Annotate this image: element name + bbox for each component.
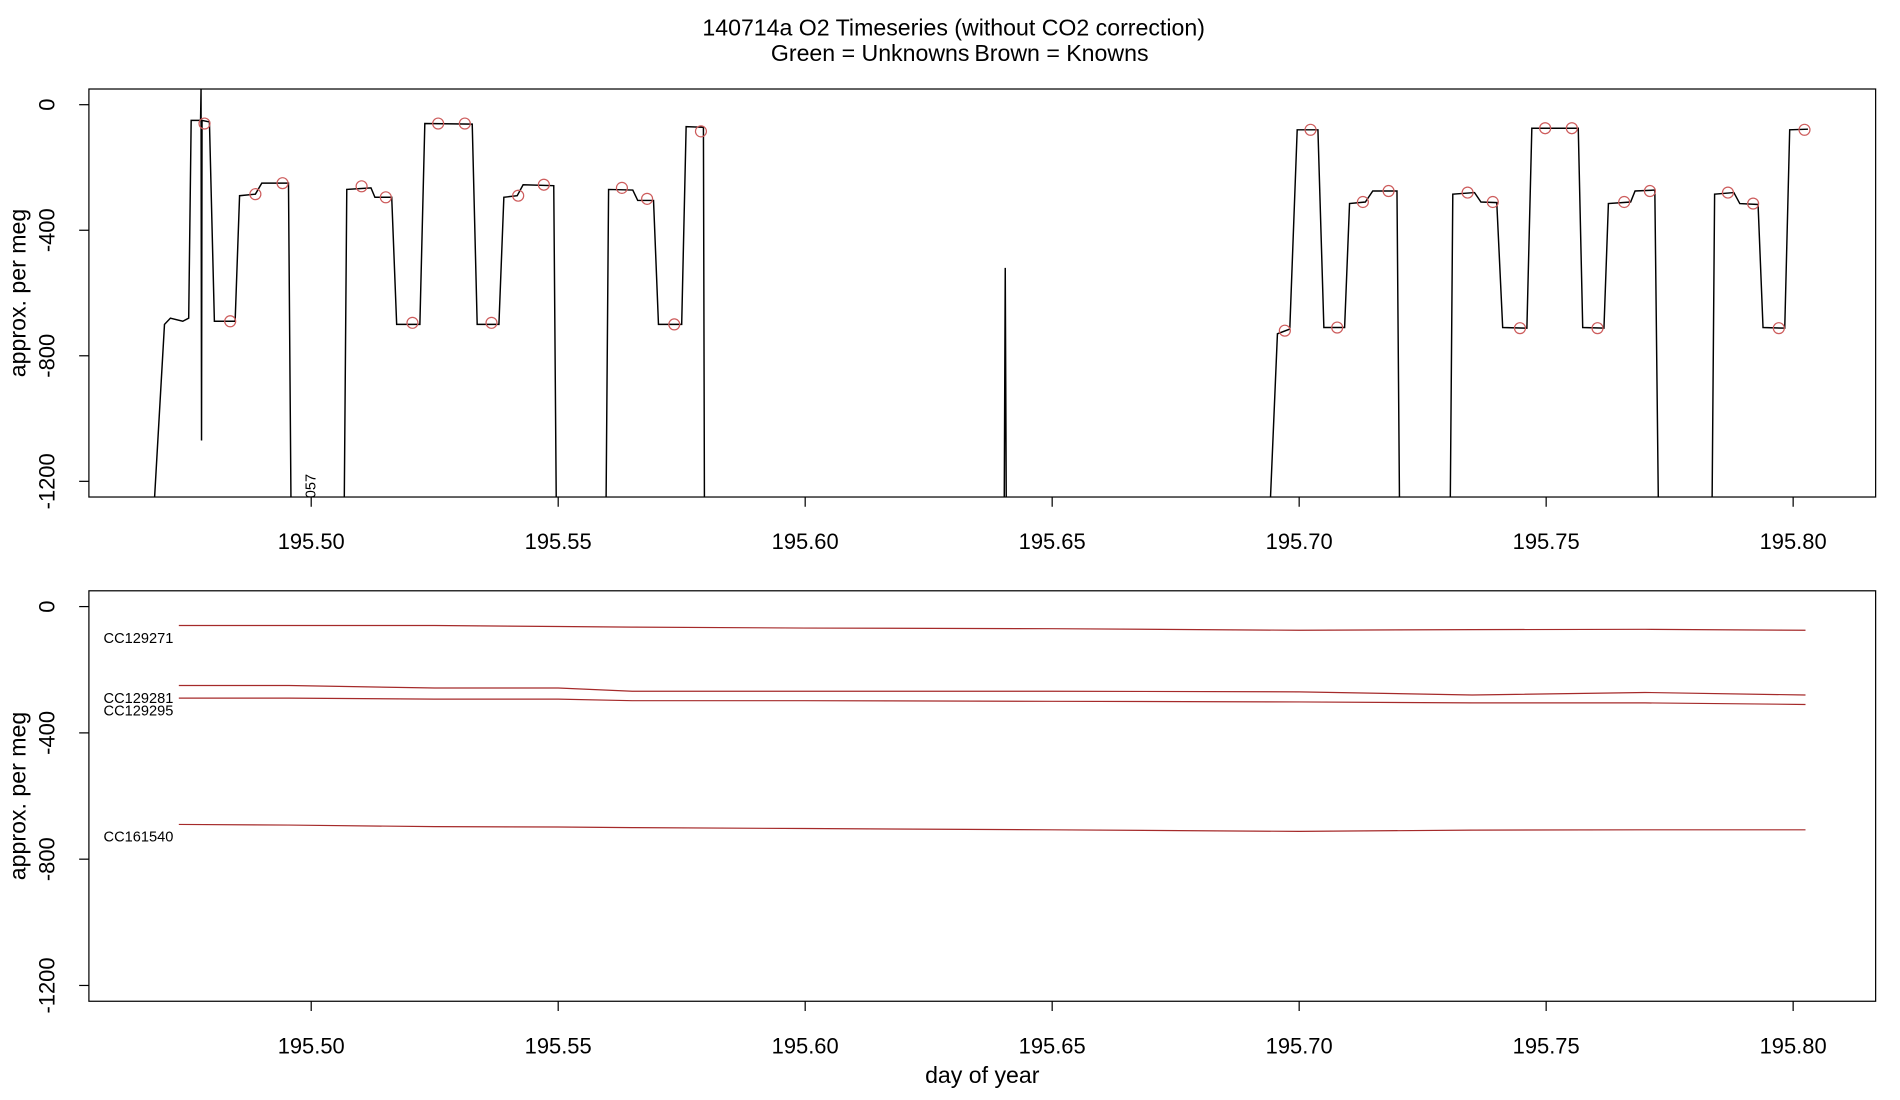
known-point (1304, 123, 1317, 136)
x-tick-label: 195.50 (278, 529, 345, 554)
series-line (178, 823, 1806, 832)
known-point (1591, 322, 1604, 335)
known-point (432, 117, 445, 130)
y-axis-label: approx. per meg (5, 712, 31, 880)
known-point (1356, 195, 1369, 209)
known-point (537, 178, 550, 191)
plot-area (178, 624, 1806, 832)
y-tick-label: 0 (35, 600, 60, 612)
known-point (198, 117, 211, 130)
known-point (1461, 186, 1474, 199)
x-tick-label: 195.70 (1266, 1033, 1333, 1058)
known-point (1643, 184, 1656, 198)
x-tick-label: 195.65 (1019, 529, 1086, 554)
known-point (1798, 123, 1811, 136)
y-tick-label: -400 (35, 208, 60, 252)
known-point (615, 181, 629, 194)
plot-box (88, 590, 1877, 1002)
known-point (1618, 195, 1631, 209)
x-tick-label: 195.50 (278, 1033, 345, 1058)
known-point (668, 318, 681, 331)
y-tick-label: -400 (35, 711, 60, 755)
y-tick-label: 0 (35, 99, 60, 111)
annotation: 057 (304, 474, 320, 498)
known-point (1382, 184, 1395, 198)
known-point (276, 177, 289, 190)
x-tick-label: 195.75 (1513, 529, 1580, 554)
x-axis-label: day of year (925, 1062, 1040, 1088)
plot-area: 057 (153, 89, 1811, 498)
known-point (1747, 197, 1760, 210)
subtitle-knowns: Brown = Knowns (974, 40, 1148, 66)
known-point (1278, 324, 1291, 337)
known-point (512, 189, 525, 202)
x-tick-label: 195.60 (772, 529, 839, 554)
x-tick-label: 195.55 (525, 1033, 592, 1058)
x-tick-label: 195.60 (772, 1033, 839, 1058)
known-point (1331, 321, 1344, 334)
known-point (379, 191, 392, 204)
y-tick-label: -1200 (35, 957, 60, 1013)
known-point (1721, 186, 1735, 199)
series-label: CC129281 (104, 691, 174, 707)
known-point (694, 125, 708, 138)
x-tick-label: 195.80 (1760, 1033, 1827, 1058)
x-tick-label: 195.70 (1266, 529, 1333, 554)
series-line (178, 624, 1806, 631)
x-tick-label: 195.65 (1019, 1033, 1086, 1058)
known-point (1565, 122, 1578, 135)
subtitle-unknowns: Green = Unknowns (771, 40, 970, 66)
series-label: CC161540 (104, 830, 174, 846)
y-tick-label: -800 (35, 334, 60, 378)
known-point (1513, 322, 1527, 335)
plot-box (88, 88, 1877, 498)
known-point (1486, 195, 1499, 209)
known-point (249, 188, 262, 201)
series-label: CC129295 (104, 703, 174, 719)
known-point (485, 316, 498, 329)
y-tick-label: -800 (35, 837, 60, 881)
x-tick-label: 195.75 (1513, 1033, 1580, 1058)
known-point (641, 192, 654, 205)
chart-title: 140714a O2 Timeseries (without CO2 corre… (702, 14, 1205, 40)
known-point (355, 180, 368, 193)
y-tick-label: -1200 (35, 453, 60, 509)
known-point (1772, 322, 1785, 335)
x-tick-label: 195.80 (1760, 529, 1827, 554)
series-line (153, 89, 1808, 498)
known-point (458, 117, 471, 130)
known-point (1539, 122, 1552, 135)
y-axis-label: approx. per meg (5, 209, 31, 377)
series-line (178, 697, 1806, 706)
series-label: CC129271 (104, 631, 174, 647)
series-line (178, 684, 1806, 696)
known-point (224, 315, 237, 328)
known-point (406, 316, 419, 329)
x-tick-label: 195.55 (525, 529, 592, 554)
